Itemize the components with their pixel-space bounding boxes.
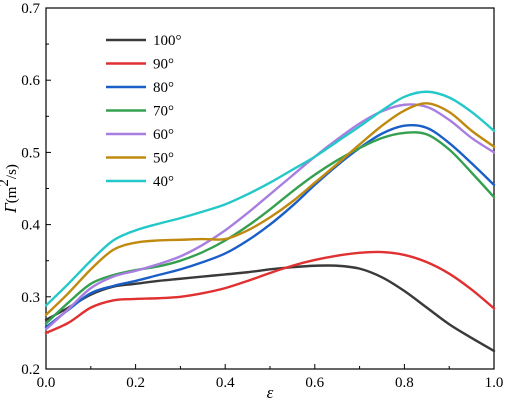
series-line-80deg [44,123,496,329]
legend-label: 60° [153,127,174,143]
legend-label: 50° [153,151,174,167]
legend-label: 90° [153,57,174,73]
x-tick-label: 0.2 [126,375,145,391]
x-tick-label: 1.0 [485,375,504,391]
y-axis-title: Γ(m2/s) [0,164,20,214]
plot-frame [45,7,495,370]
series-line-40deg [44,90,496,307]
legend: 100° 90° 80° 70° 60° 50° 40° [106,33,182,190]
series-line-100deg [44,264,496,353]
y-tick-label: 0.7 [21,1,40,17]
x-axis-title: ε [267,383,274,402]
axes [45,7,495,370]
series-line-50deg [44,102,496,317]
series-line-90deg [44,250,496,335]
y-axis-unit-sup: 2 [0,179,12,187]
y-tick-label: 0.4 [21,218,40,234]
x-tick-label: 0.0 [37,375,56,391]
y-axis-unit-pre: (m [4,186,20,203]
legend-label: 80° [153,80,174,96]
x-tick-label: 0.6 [305,375,324,391]
series-lines [44,90,496,353]
y-tick-label: 0.3 [21,290,40,306]
y-tick-label: 0.2 [21,362,40,378]
y-axis-unit-post: /s) [4,164,20,179]
y-tick-label: 0.6 [21,73,40,89]
legend-label: 70° [153,104,174,120]
y-axis-symbol: Γ [1,202,20,214]
legend-label: 100° [153,33,182,49]
series-line-70deg [44,131,496,325]
axis-ticks: 0.0 0.2 0.4 0.6 0.8 1.00.20.30.40.50.60.7 [21,1,503,391]
x-tick-label: 0.8 [395,375,414,391]
legend-label: 40° [153,174,174,190]
x-tick-label: 0.4 [216,375,235,391]
y-tick-label: 0.5 [21,145,40,161]
